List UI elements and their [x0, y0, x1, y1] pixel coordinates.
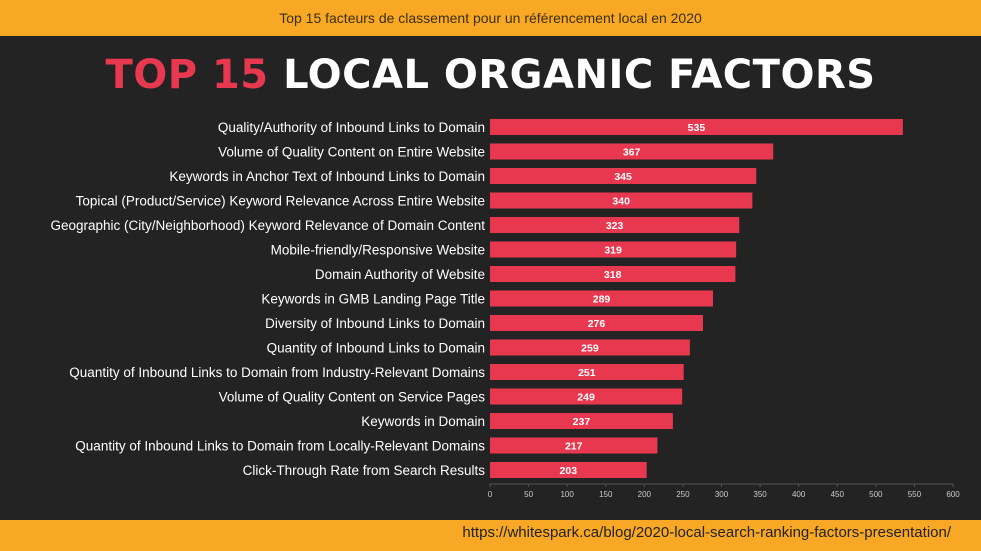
- bar: [490, 437, 658, 454]
- data-label: 323: [606, 220, 624, 232]
- data-label: 367: [623, 147, 641, 159]
- x-tick-label: 350: [753, 490, 767, 499]
- bar: [490, 168, 757, 184]
- data-label: 319: [604, 245, 622, 257]
- bar-chart: Quality/Authority of Inbound Links to Do…: [51, 119, 960, 499]
- x-tick-label: 100: [560, 490, 574, 499]
- x-tick-label: 50: [524, 490, 533, 499]
- bar: [490, 266, 736, 282]
- bar: [490, 119, 903, 135]
- x-tick-label: 250: [676, 490, 690, 499]
- x-tick-label: 200: [638, 490, 652, 499]
- page-title: TOP 15 LOCAL ORGANIC FACTORS: [0, 52, 981, 98]
- bar: [490, 290, 714, 307]
- data-label: 217: [565, 441, 583, 453]
- data-label: 249: [577, 392, 595, 404]
- title-rest: LOCAL ORGANIC FACTORS: [283, 52, 876, 98]
- bar: [490, 413, 673, 429]
- bar: [490, 462, 647, 478]
- category-label: Quantity of Inbound Links to Domain from…: [75, 439, 485, 454]
- category-label: Keywords in Domain: [361, 414, 485, 429]
- category-label: Quality/Authority of Inbound Links to Do…: [218, 120, 485, 135]
- x-tick-label: 450: [831, 490, 845, 499]
- title-accent: TOP 15: [105, 52, 269, 98]
- data-label: 276: [588, 318, 606, 330]
- bar: [490, 217, 740, 233]
- bar: [490, 388, 683, 405]
- bar: [490, 315, 703, 331]
- bar: [490, 143, 774, 160]
- category-label: Domain Authority of Website: [315, 267, 485, 282]
- category-label: Keywords in Anchor Text of Inbound Links…: [169, 169, 485, 184]
- data-label: 535: [688, 122, 706, 134]
- x-tick-label: 300: [715, 490, 729, 499]
- category-label: Mobile-friendly/Responsive Website: [271, 243, 485, 258]
- x-tick-label: 0: [488, 490, 493, 499]
- bottom-banner: https://whitespark.ca/blog/2020-local-se…: [0, 520, 981, 551]
- category-label: Volume of Quality Content on Service Pag…: [219, 390, 486, 405]
- x-tick-label: 600: [946, 490, 960, 499]
- category-label: Volume of Quality Content on Entire Webs…: [218, 145, 485, 160]
- x-tick-label: 500: [869, 490, 883, 499]
- x-tick-label: 400: [792, 490, 806, 499]
- bar: [490, 241, 737, 258]
- category-label: Quantity of Inbound Links to Domain: [267, 341, 485, 356]
- top-banner: Top 15 facteurs de classement pour un ré…: [0, 0, 981, 36]
- data-label: 318: [604, 269, 622, 281]
- category-label: Click-Through Rate from Search Results: [243, 463, 486, 478]
- banner-text: Top 15 facteurs de classement pour un ré…: [279, 10, 702, 26]
- x-tick-label: 550: [908, 490, 922, 499]
- source-link[interactable]: https://whitespark.ca/blog/2020-local-se…: [462, 524, 951, 541]
- category-label: Diversity of Inbound Links to Domain: [265, 316, 485, 331]
- data-label: 251: [578, 367, 596, 379]
- category-label: Geographic (City/Neighborhood) Keyword R…: [51, 218, 486, 233]
- data-label: 259: [581, 343, 599, 355]
- data-label: 237: [573, 416, 591, 428]
- category-label: Topical (Product/Service) Keyword Releva…: [76, 194, 485, 209]
- category-label: Keywords in GMB Landing Page Title: [261, 292, 485, 307]
- data-label: 203: [560, 465, 578, 477]
- data-label: 340: [612, 196, 630, 208]
- bar: [490, 192, 753, 209]
- data-label: 289: [593, 294, 611, 306]
- x-tick-label: 150: [599, 490, 613, 499]
- chart-panel: TOP 15 LOCAL ORGANIC FACTORS Quality/Aut…: [0, 36, 981, 520]
- bar: [490, 339, 690, 356]
- category-label: Quantity of Inbound Links to Domain from…: [69, 365, 485, 380]
- data-label: 345: [614, 171, 632, 183]
- bar: [490, 364, 684, 380]
